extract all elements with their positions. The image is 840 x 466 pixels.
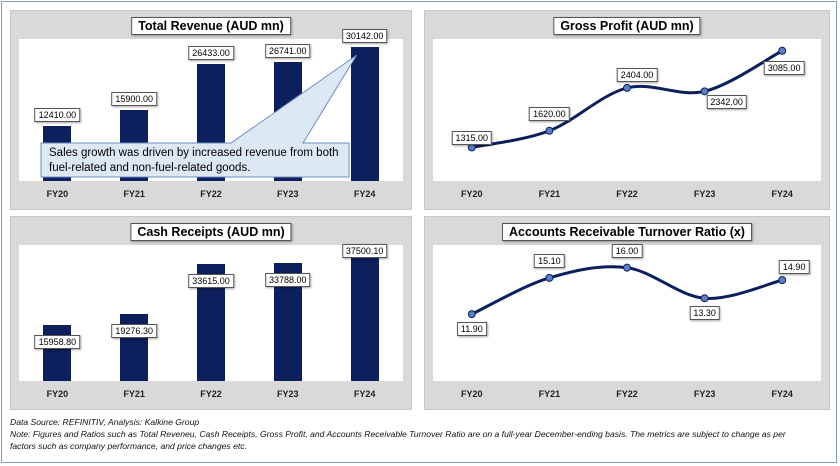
data-point bbox=[700, 87, 709, 96]
x-tick-label: FY21 bbox=[123, 389, 145, 399]
revenue-chart-title: Total Revenue (AUD mn) bbox=[131, 17, 291, 35]
data-label: 19276.30 bbox=[111, 323, 157, 338]
data-label: 26433.00 bbox=[188, 45, 234, 60]
x-tick-label: FY24 bbox=[771, 389, 793, 399]
x-tick-label: FY23 bbox=[277, 189, 299, 199]
data-label: 1620.00 bbox=[529, 106, 570, 121]
gross-profit-chart-title: Gross Profit (AUD mn) bbox=[553, 17, 701, 35]
gross-profit-plot-area: 1315.00 1620.00 2404.00 2342.00 3085.00 bbox=[433, 39, 821, 181]
data-label: 13.30 bbox=[689, 306, 720, 321]
data-label: 16.00 bbox=[611, 243, 643, 258]
data-label: 15958.80 bbox=[34, 335, 81, 350]
x-tick-label: FY24 bbox=[771, 189, 793, 199]
callout-bubble bbox=[40, 54, 358, 178]
line-chart-svg bbox=[467, 263, 787, 319]
ar-turnover-chart-panel: Accounts Receivable Turnover Ratio (x) 1… bbox=[424, 216, 830, 410]
cash-receipts-x-axis: FY20 FY21 FY22 FY23 FY24 bbox=[19, 389, 403, 403]
data-label: 12410.00 bbox=[34, 107, 81, 122]
x-tick-label: FY22 bbox=[200, 189, 222, 199]
line-chart-svg bbox=[467, 46, 787, 152]
data-point bbox=[778, 276, 787, 285]
x-tick-label: FY21 bbox=[538, 389, 561, 399]
data-label: 14.90 bbox=[778, 260, 810, 275]
data-label: 15900.00 bbox=[111, 92, 157, 107]
data-point bbox=[623, 263, 631, 272]
x-tick-label: FY23 bbox=[277, 389, 299, 399]
data-source-text: Data Source: REFINITIV, Analysis: Kalkin… bbox=[10, 417, 200, 427]
bar bbox=[350, 250, 379, 381]
note-text-line-2: factors such as company performance, and… bbox=[10, 441, 247, 451]
data-label: 15.10 bbox=[534, 253, 565, 268]
x-tick-label: FY20 bbox=[461, 389, 483, 399]
x-tick-label: FY21 bbox=[538, 189, 561, 199]
x-tick-label: FY24 bbox=[353, 389, 376, 399]
cash-receipts-chart-title: Cash Receipts (AUD mn) bbox=[130, 223, 292, 241]
x-tick-label: FY23 bbox=[693, 389, 716, 399]
x-tick-label: FY22 bbox=[616, 189, 638, 199]
data-label: 37500.10 bbox=[341, 244, 388, 259]
x-tick-label: FY23 bbox=[693, 189, 716, 199]
data-point bbox=[700, 294, 709, 303]
bar bbox=[43, 325, 72, 381]
data-label: 26741.00 bbox=[265, 44, 311, 59]
data-point bbox=[778, 46, 787, 55]
data-label: 2342.00 bbox=[706, 95, 747, 110]
ar-turnover-x-axis: FY20 FY21 FY22 FY23 FY24 bbox=[433, 389, 821, 403]
revenue-plot-area: 12410.00 15900.00 26433.00 26741.00 30142.00… bbox=[19, 29, 403, 181]
ar-turnover-plot-area: 11.90 15.10 16.00 13.30 14.90 bbox=[433, 243, 821, 381]
callout-shape bbox=[40, 54, 358, 178]
cash-receipts-chart-panel: Cash Receipts (AUD mn) 15958.80 19276.30 3… bbox=[10, 216, 412, 410]
note-text-line-1: Note: Figures and Ratios such as Total R… bbox=[10, 429, 786, 439]
series-line bbox=[471, 265, 783, 316]
x-tick-label: FY20 bbox=[46, 189, 69, 199]
x-tick-label: FY21 bbox=[123, 189, 145, 199]
data-point bbox=[467, 310, 476, 319]
ar-turnover-chart-title: Accounts Receivable Turnover Ratio (x) bbox=[502, 223, 752, 241]
data-point bbox=[545, 126, 554, 135]
footer-notes: Data Source: REFINITIV, Analysis: Kalkin… bbox=[10, 416, 830, 452]
revenue-x-axis: FY20 FY21 FY22 FY23 FY24 bbox=[19, 189, 403, 203]
gross-profit-chart-panel: Gross Profit (AUD mn) 1315.00 1620.00 2404… bbox=[424, 10, 830, 210]
callout-text: Sales growth was driven by increased rev… bbox=[49, 147, 339, 174]
x-tick-label: FY24 bbox=[353, 189, 376, 199]
data-label: 1315.00 bbox=[451, 131, 493, 146]
data-label: 30142.00 bbox=[341, 29, 388, 44]
data-label: 33788.00 bbox=[265, 273, 311, 288]
x-tick-label: FY22 bbox=[616, 389, 638, 399]
bar bbox=[350, 47, 379, 181]
data-label: 11.90 bbox=[456, 322, 487, 337]
data-label: 3085.00 bbox=[763, 60, 805, 75]
data-label: 2404.00 bbox=[616, 67, 658, 82]
x-tick-label: FY20 bbox=[46, 389, 69, 399]
revenue-chart-panel: Total Revenue (AUD mn) 12410.00 15900.00 2… bbox=[10, 10, 412, 210]
gross-profit-x-axis: FY20 FY21 FY22 FY23 FY24 bbox=[433, 189, 821, 203]
data-point bbox=[545, 273, 554, 282]
x-tick-label: FY22 bbox=[200, 389, 222, 399]
data-label: 33615.00 bbox=[188, 273, 234, 288]
data-point bbox=[623, 83, 631, 92]
cash-receipts-plot-area: 15958.80 19276.30 33615.00 33788.00 37500.10 bbox=[19, 244, 403, 381]
x-tick-label: FY20 bbox=[461, 189, 483, 199]
